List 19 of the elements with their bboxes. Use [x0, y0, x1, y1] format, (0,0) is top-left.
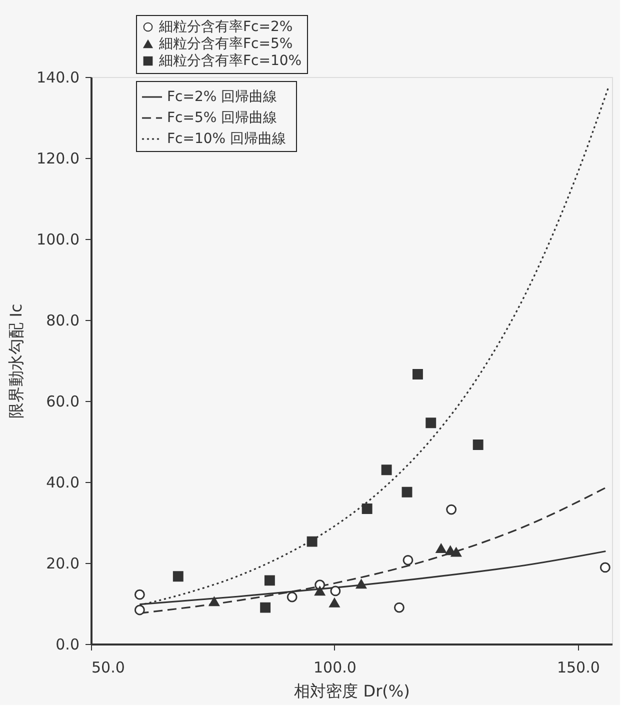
y-tick-label: 60.0 [46, 392, 80, 410]
x-tick-label: 50.0 [92, 658, 125, 676]
legend-label: 細粒分含有率Fc=2% [158, 19, 293, 35]
y-tick-label: 120.0 [36, 150, 80, 168]
y-tick-label: 80.0 [46, 312, 80, 330]
y-tick-label: 20.0 [46, 554, 80, 572]
y-tick-label: 0.0 [56, 636, 80, 654]
x-tick-label: 100.0 [313, 658, 356, 676]
legend-label: Fc=2% 回帰曲線 [167, 89, 278, 105]
x-tick-label: 150.0 [556, 658, 600, 676]
legend-label: Fc=10% 回帰曲線 [167, 131, 286, 147]
y-axis-title: 限界動水勾配 Ic [6, 304, 26, 418]
x-axis-title: 相対密度 Dr(%) [294, 682, 410, 700]
legend-label: Fc=5% 回帰曲線 [167, 110, 278, 126]
y-tick-label: 100.0 [36, 230, 80, 248]
y-tick-label: 140.0 [36, 68, 80, 86]
legend-label: 細粒分含有率Fc=10% [158, 53, 302, 69]
y-tick-label: 40.0 [46, 474, 80, 492]
legend-label: 細粒分含有率Fc=5% [158, 36, 293, 52]
